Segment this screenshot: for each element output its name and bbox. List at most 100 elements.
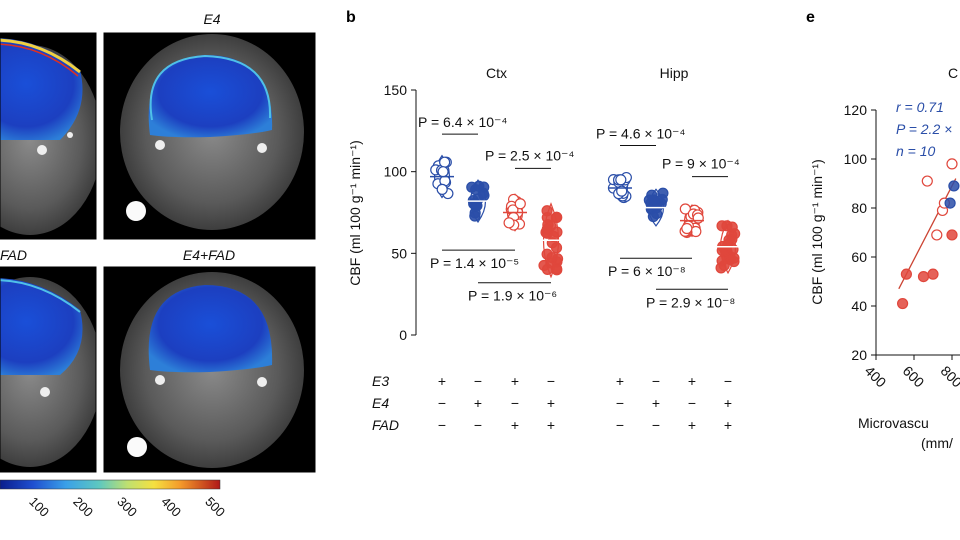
b-data-point [437, 166, 449, 178]
b-genotype-mark: − [616, 417, 624, 433]
b-p-value: P = 1.9 × 10⁻⁶ [468, 288, 557, 304]
b-data-point [546, 251, 558, 264]
b-genotype-mark: + [688, 373, 696, 389]
e-data-point [896, 297, 909, 310]
e-x-tick-label: 600 [900, 363, 928, 391]
b-data-point [478, 189, 490, 202]
b-data-point [715, 262, 727, 274]
b-data-point [466, 181, 478, 193]
b-data-point [469, 210, 481, 222]
b-genotype-mark: − [547, 373, 555, 389]
colorbar-tick-label: 300 [114, 494, 140, 520]
panel-label-b: b [346, 9, 356, 26]
b-y-axis-label: CBF (ml 100 g⁻¹ min⁻¹) [347, 140, 363, 285]
b-genotype-mark: + [547, 395, 555, 411]
e-data-point [917, 271, 930, 283]
mri-image-bottom-left [0, 267, 96, 472]
b-p-value: P = 6 × 10⁻⁸ [608, 263, 686, 279]
e-y-tick-label: 80 [851, 200, 867, 216]
b-data-point [692, 212, 704, 224]
b-p-value: P = 6.4 × 10⁻⁴ [418, 114, 507, 130]
b-genotype-label: FAD [372, 417, 399, 433]
b-data-point [716, 244, 728, 257]
b-genotype-label: E3 [372, 373, 389, 389]
b-y-tick-label: 150 [384, 82, 408, 98]
colorbar-tick-label: 500 [202, 494, 228, 520]
b-genotype-mark: + [511, 373, 519, 389]
mri-image-top-left [0, 33, 96, 239]
panel-label-e: e [806, 9, 815, 26]
b-data-point [503, 217, 515, 229]
b-genotype-mark: − [724, 373, 732, 389]
b-genotype-mark: − [652, 373, 660, 389]
colorbar-tick-label: 400 [158, 494, 184, 520]
b-genotype-mark: + [724, 417, 732, 433]
colorbar-ticks: 100 200 300 400 500 [26, 494, 228, 520]
e-data-point [931, 229, 943, 241]
b-genotype-mark: − [652, 417, 660, 433]
b-genotype-mark: − [474, 417, 482, 433]
b-data-point [726, 221, 738, 233]
b-genotype-mark: + [438, 373, 446, 389]
b-genotype-mark: + [616, 373, 624, 389]
e-data-point [944, 197, 956, 209]
b-genotype-mark: − [438, 417, 446, 433]
b-data-point [551, 263, 563, 275]
e-x-tick-label: 800 [938, 363, 960, 391]
e-stat-text: n = 10 [896, 143, 936, 159]
colorbar [0, 479, 221, 490]
e-data-point [946, 158, 958, 170]
b-data-point [716, 220, 728, 232]
b-y-tick-label: 0 [399, 327, 407, 343]
e-y-tick-label: 40 [851, 298, 867, 314]
b-p-value: P = 2.5 × 10⁻⁴ [485, 147, 574, 163]
e-x-axis-label: Microvascu [858, 415, 929, 431]
b-p-value: P = 2.9 × 10⁻⁸ [646, 294, 735, 310]
colorbar-tick-label: 200 [70, 494, 96, 520]
b-data-point [643, 194, 655, 206]
b-genotype-mark: − [511, 395, 519, 411]
b-data-point [681, 222, 693, 235]
b-group-title: Hipp [660, 65, 689, 81]
b-group-title: Ctx [486, 65, 507, 81]
b-data-point [436, 183, 448, 195]
e-chart-title: C [948, 65, 958, 81]
b-genotype-mark: − [688, 395, 696, 411]
e-y-axis-label: CBF (ml 100 g⁻¹ min⁻¹) [809, 159, 825, 304]
b-genotype-mark: − [616, 395, 624, 411]
e-stat-text: P = 2.2 × [896, 121, 952, 137]
b-data-point [541, 211, 553, 224]
e-x-axis-label: (mm/ [921, 435, 953, 451]
b-data-point [547, 230, 560, 242]
b-genotype-label: E4 [372, 395, 389, 411]
b-genotype-mark: + [547, 417, 555, 433]
b-y-tick-label: 100 [384, 164, 408, 180]
b-genotype-mark: − [438, 395, 446, 411]
b-y-tick-label: 50 [391, 245, 407, 261]
panel-e-chart: C 20 40 60 80 100 120 400 600 800 CBF (ml 100 g⁻¹ … [809, 65, 960, 451]
b-data-point [727, 243, 739, 256]
e-x-tick-label: 400 [862, 363, 890, 391]
mri-image-top-right [104, 33, 315, 239]
e-y-tick-label: 20 [851, 347, 867, 363]
panel-b-chart: 0 50 100 150 CBF (ml 100 g⁻¹ min⁻¹) Ctx P = 6.… [347, 65, 741, 433]
mri-label-fad: FAD [0, 247, 27, 263]
b-genotype-mark: + [652, 395, 660, 411]
b-data-point [439, 156, 451, 168]
mri-image-bottom-right [104, 267, 315, 472]
e-data-point [946, 229, 958, 241]
b-data-point [514, 198, 526, 210]
b-genotype-mark: + [688, 417, 696, 433]
b-data-point [723, 234, 735, 246]
b-data-point [679, 203, 691, 215]
e-y-tick-label: 60 [851, 249, 867, 265]
b-data-point [550, 242, 563, 254]
e-data-point [927, 268, 939, 280]
e-data-point [900, 268, 913, 280]
e-stat-text: r = 0.71 [896, 99, 944, 115]
e-y-tick-label: 100 [844, 151, 868, 167]
b-p-value: P = 9 × 10⁻⁴ [662, 156, 740, 172]
b-data-point [650, 207, 663, 220]
b-data-point [615, 174, 627, 186]
b-genotype-mark: + [511, 417, 519, 433]
